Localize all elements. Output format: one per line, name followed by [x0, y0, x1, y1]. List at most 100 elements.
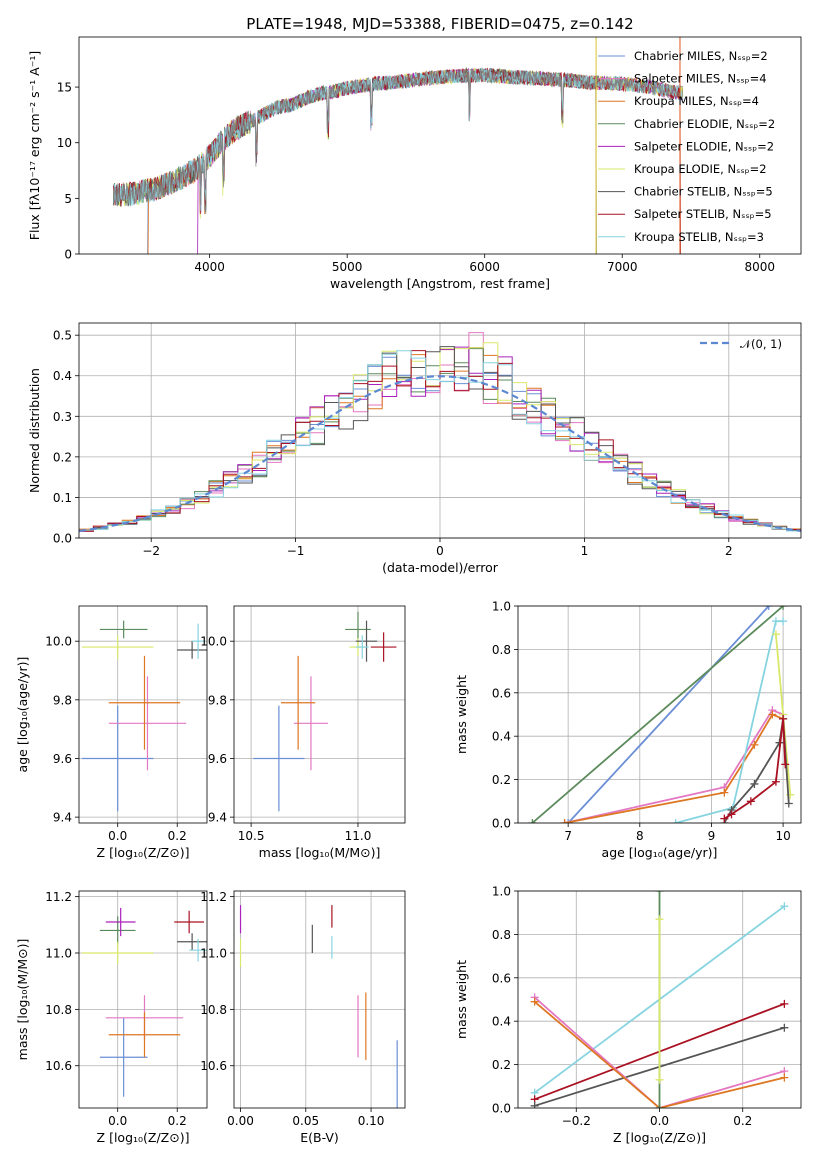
residuals-ytick-label: 0.3: [53, 410, 72, 424]
age-z-ytick-label: 9.6: [53, 752, 72, 766]
residuals-xtick-label: 0: [436, 544, 444, 558]
mass-z-ytick-label: 11.0: [45, 947, 72, 961]
mass-ebv-xlabel: E(B-V): [300, 1130, 339, 1145]
weight-z-panel: −0.2 0.0 0.2 0.0 0.2 0.4 0.6 0.8 1.0 Z [log₁₀(Z/Z…: [454, 885, 802, 1145]
weight-z-xtick-label: −0.2: [562, 1114, 591, 1128]
weight-age-series-marker: [768, 710, 777, 719]
spectrum-ytick-label: 0: [64, 248, 72, 262]
mass-z-ytick-label: 11.2: [45, 890, 72, 904]
age-z-grid: [79, 606, 207, 823]
mass-z-panel: 0.0 0.2 10.6 10.8 11.0 11.2 Z [log₁₀(Z/Z⊙)] mas…: [15, 890, 208, 1145]
weight-z-ytick-label: 0.0: [492, 1102, 511, 1116]
weight-z-xlabel: Z [log₁₀(Z/Z⊙)]: [613, 1130, 706, 1145]
mass-ebv-panel: 0.00 0.05 0.10 10.6 10.8 11.0 11.2 E(B-V): [200, 890, 406, 1145]
age-mass-panel: 10.5 11.0 9.4 9.6 9.8 10.0 mass [log₁₀(M/M⊙)]: [200, 605, 406, 860]
mass-z-ticks: 0.0 0.2 10.6 10.8 11.0 11.2: [45, 890, 186, 1128]
weight-age-series-marker: [771, 630, 780, 639]
age-mass-plot-area: [253, 611, 397, 812]
weight-age-ticks: 7 8 9 10 0.0 0.2 0.4 0.6 0.8 1.0: [492, 600, 791, 844]
mass-ebv-ytick-label: 11.0: [200, 947, 227, 961]
weight-age-series-marker: [671, 819, 680, 823]
spectrum-legend-entry: Kroupa ELODIE, Nₛₛₚ=2: [634, 162, 767, 176]
weight-age-ytick-label: 0.0: [492, 817, 511, 831]
spectrum-model-line: [112, 68, 684, 219]
age-mass-ytick-label: 10.0: [200, 635, 227, 649]
weight-z-ytick-label: 0.6: [492, 971, 511, 985]
spectrum-ytick-label: 5: [64, 192, 72, 206]
mass-z-xtick-label: 0.2: [168, 1114, 187, 1128]
age-mass-xtick-label: 11.0: [345, 829, 372, 843]
spectrum-ytick-label: 15: [57, 81, 72, 95]
weight-z-series-marker: [655, 915, 664, 924]
mass-ebv-frame: [233, 890, 406, 1109]
spectrum-xtick-label: 4000: [194, 260, 225, 274]
weight-z-series-marker: [530, 1101, 539, 1108]
mass-z-ytick-label: 10.6: [45, 1059, 72, 1073]
weight-age-series-marker: [771, 777, 780, 786]
weight-z-ytick-label: 1.0: [492, 885, 511, 899]
spectrum-ylabel: Flux [fλ10⁻¹⁷ erg cm⁻² s⁻¹ A⁻¹]: [27, 51, 42, 240]
weight-age-ylabel: mass weight: [454, 675, 469, 754]
weight-z-series-marker: [655, 891, 664, 895]
weight-z-xtick-label: 0.2: [733, 1114, 752, 1128]
weight-age-series-marker: [564, 819, 573, 823]
spectrum-xlabel: wavelength [Angstrom, rest frame]: [330, 276, 550, 291]
weight-age-frame: [517, 605, 802, 824]
weight-z-series-line: [534, 1001, 785, 1108]
residuals-xtick-label: −2: [142, 544, 160, 558]
age-z-xtick-label: 0.2: [168, 829, 187, 843]
weight-age-series-line: [564, 709, 784, 823]
age-mass-grid: [234, 606, 405, 823]
spectrum-plot-area: [112, 37, 684, 254]
age-z-xtick-label: 0.0: [108, 829, 127, 843]
age-z-frame: [78, 605, 208, 824]
spectrum-xtick-label: 6000: [469, 260, 500, 274]
weight-z-series-marker: [655, 1104, 664, 1108]
mass-ebv-ticks: 0.00 0.05 0.10 10.6 10.8 11.0 11.2: [200, 890, 384, 1128]
age-z-ytick-label: 9.4: [53, 811, 72, 825]
weight-age-xtick-label: 10: [775, 829, 790, 843]
weight-age-series-line: [723, 718, 787, 820]
spectrum-xtick-label: 7000: [607, 260, 638, 274]
weight-age-xtick-label: 8: [636, 829, 644, 843]
weight-age-series-marker: [771, 617, 780, 626]
mass-ebv-plot-area: [239, 905, 398, 1108]
spectrum-legend-entry: Chabrier MILES, Nₛₛₚ=2: [634, 49, 768, 63]
age-z-ytick-label: 9.8: [53, 693, 72, 707]
weight-z-ytick-label: 0.4: [492, 1015, 511, 1029]
weight-age-series-marker: [781, 760, 790, 769]
spectrum-legend-entry: Chabrier STELIB, Nₛₛₚ=5: [634, 185, 773, 199]
spectrum-legend-entry: Kroupa STELIB, Nₛₛₚ=3: [634, 230, 764, 244]
weight-z-series-marker: [780, 1073, 789, 1082]
age-mass-ticks: 10.5 11.0 9.4 9.6 9.8 10.0: [200, 635, 371, 843]
weight-age-grid: [518, 605, 801, 824]
weight-z-series-marker: [530, 997, 539, 1006]
weight-age-series-marker: [750, 779, 759, 788]
mass-ebv-grid: [234, 891, 405, 1108]
age-z-ylabel: age [log₁₀(age/yr)]: [15, 657, 30, 773]
spectrum-legend: Chabrier MILES, Nₛₛₚ=2 Salpeter MILES, Nₛ…: [598, 49, 775, 244]
weight-age-series-marker: [528, 819, 537, 823]
age-mass-xlabel: mass [log₁₀(M/M⊙)]: [259, 845, 381, 860]
spectrum-legend-entry: Salpeter ELODIE, Nₛₛₚ=2: [634, 139, 774, 153]
weight-age-ytick-label: 0.4: [492, 730, 511, 744]
age-mass-frame: [233, 605, 406, 824]
spectrum-legend-entry: Kroupa MILES, Nₛₛₚ=4: [634, 94, 759, 108]
residuals-xtick-label: 1: [581, 544, 589, 558]
weight-age-series-marker: [764, 606, 773, 610]
age-mass-ytick-label: 9.6: [208, 752, 227, 766]
residuals-ytick-label: 0.2: [53, 450, 72, 464]
weight-age-series-marker: [746, 797, 755, 806]
mass-ebv-xtick-label: 0.10: [358, 1114, 385, 1128]
residuals-ytick-label: 0.0: [53, 532, 72, 546]
weight-z-series-marker: [780, 1023, 789, 1032]
mass-z-plot-area: [81, 907, 207, 1097]
residuals-legend-entry: 𝒩(0, 1): [740, 337, 782, 351]
spectrum-xtick-label: 8000: [744, 260, 775, 274]
spectrum-ticks: 4000 5000 6000 7000 8000 0 5 10 15: [57, 81, 775, 274]
weight-age-xtick-label: 7: [564, 829, 572, 843]
weight-age-series-marker: [779, 606, 788, 610]
weight-age-ytick-label: 1.0: [492, 600, 511, 614]
weight-z-xtick-label: 0.0: [650, 1114, 669, 1128]
age-z-ytick-label: 10.0: [45, 635, 72, 649]
